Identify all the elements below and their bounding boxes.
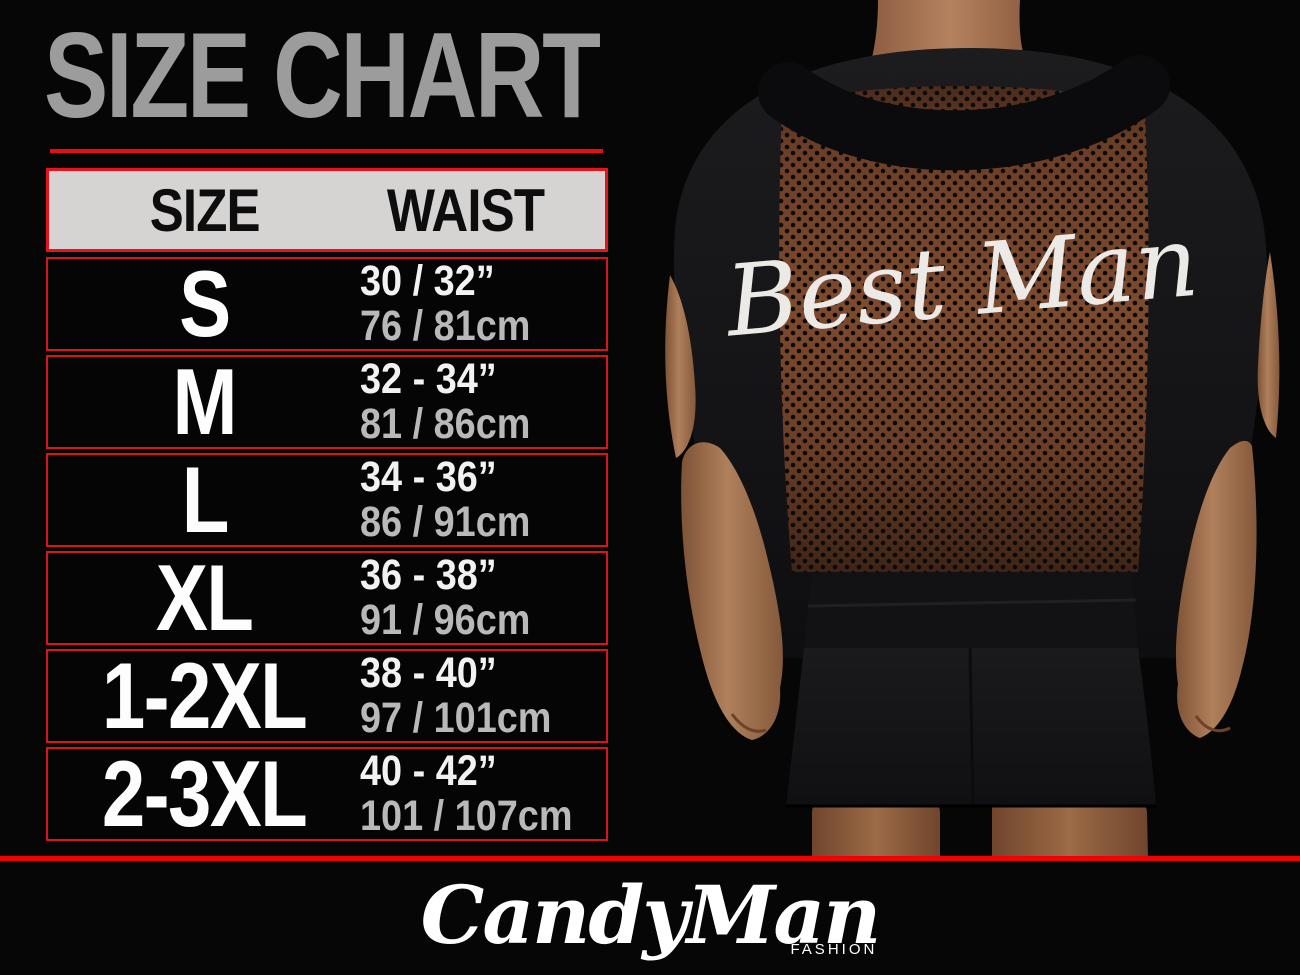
table-row: XL 36 - 38” 91 / 96cm bbox=[46, 551, 608, 645]
title-underline bbox=[50, 149, 603, 153]
table-row: M 32 - 34” 81 / 86cm bbox=[46, 355, 608, 449]
size-label: 2-3XL bbox=[102, 741, 308, 846]
waist-cm: 101 / 107cm bbox=[360, 792, 573, 840]
table-row: L 34 - 36” 86 / 91cm bbox=[46, 453, 608, 547]
mesh-dot-texture bbox=[779, 85, 1149, 572]
skirt-center-seam bbox=[968, 647, 975, 807]
waist-inches: 36 - 38” bbox=[360, 551, 498, 599]
size-label: M bbox=[172, 349, 238, 454]
header-waist-label: WAIST bbox=[387, 176, 545, 244]
waist-inches: 34 - 36” bbox=[360, 453, 498, 501]
table-row: S 30 / 32” 76 / 81cm bbox=[46, 257, 608, 351]
right-hand-finger-lines bbox=[1194, 715, 1231, 733]
brand-logo: CandyMan bbox=[420, 868, 882, 962]
robe-belt bbox=[804, 572, 1138, 648]
table-row: 2-3XL 40 - 42” 101 / 107cm bbox=[46, 747, 608, 841]
model-photo: Best Man bbox=[665, 0, 1280, 858]
table-header-row: SIZE WAIST bbox=[46, 168, 608, 252]
model-right-upper-arm bbox=[1257, 252, 1280, 438]
size-table: SIZE WAIST S 30 / 32” 76 / 81cm M 32 - 3… bbox=[46, 168, 608, 845]
robe-collar bbox=[758, 55, 1170, 171]
waist-inches: 40 - 42” bbox=[360, 747, 498, 795]
size-label: XL bbox=[156, 545, 254, 650]
belt-seam bbox=[807, 598, 1137, 608]
header-waist-cell: WAIST bbox=[360, 176, 571, 245]
model-left-upper-arm bbox=[665, 275, 696, 458]
model-left-forearm-hand bbox=[681, 442, 783, 740]
header-size-label: SIZE bbox=[149, 176, 261, 244]
table-row: 1-2XL 38 - 40” 97 / 101cm bbox=[46, 649, 608, 743]
page-title: SIZE CHART bbox=[44, 7, 601, 143]
divider-line-red bbox=[0, 856, 1300, 861]
waist-cm: 86 / 91cm bbox=[360, 498, 531, 546]
waist-inches: 32 - 34” bbox=[360, 355, 498, 403]
header-size-cell: SIZE bbox=[49, 176, 360, 245]
brand-fashion-label: FASHION bbox=[790, 941, 878, 958]
size-label: L bbox=[181, 447, 229, 552]
model-right-forearm-hand bbox=[1175, 440, 1257, 738]
waist-cm: 76 / 81cm bbox=[360, 302, 531, 350]
waist-inches: 30 / 32” bbox=[360, 257, 496, 305]
size-label: S bbox=[179, 251, 231, 356]
brand-logo-area: CandyMan FASHION bbox=[0, 868, 1300, 962]
size-label: 1-2XL bbox=[102, 643, 308, 748]
waist-cm: 91 / 96cm bbox=[360, 596, 531, 644]
left-hand-finger-lines bbox=[730, 713, 767, 733]
waist-inches: 38 - 40” bbox=[360, 649, 498, 697]
waist-cm: 81 / 86cm bbox=[360, 400, 531, 448]
waist-cm: 97 / 101cm bbox=[360, 694, 552, 742]
